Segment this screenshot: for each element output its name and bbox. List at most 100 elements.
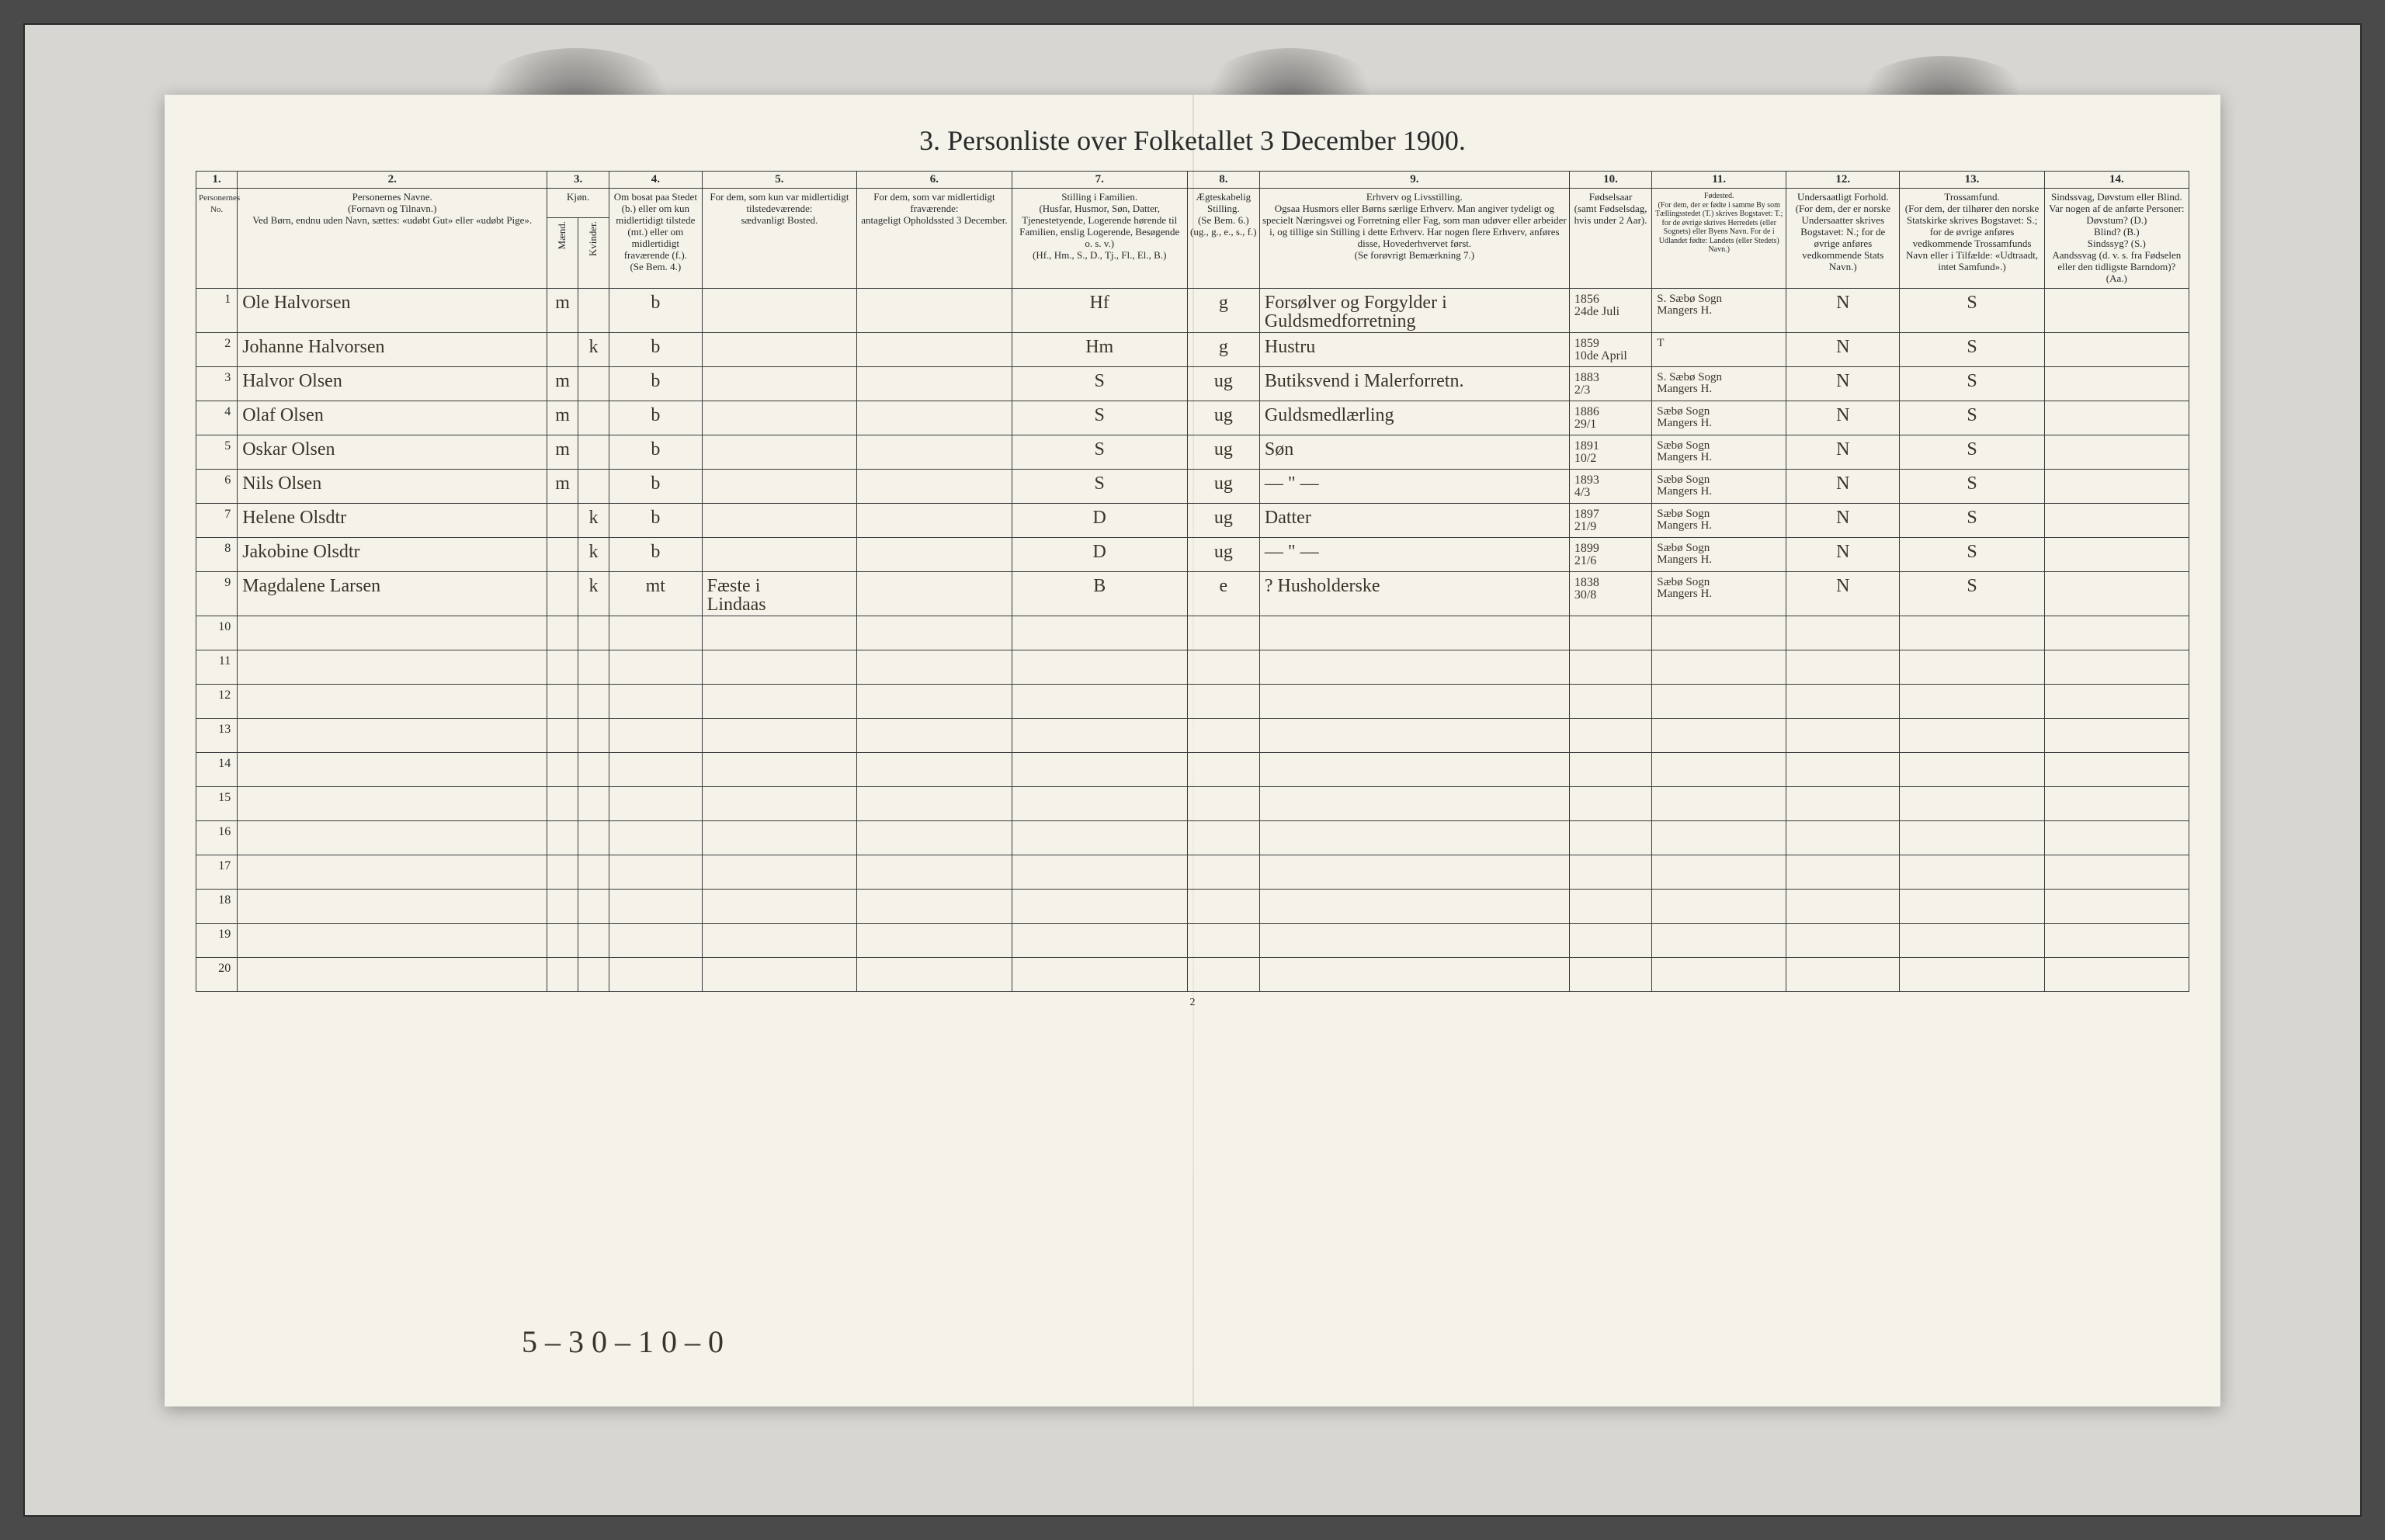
cell-infirmity: [2044, 366, 2189, 401]
row-number: 3: [196, 366, 238, 401]
cell-religion: S: [1900, 288, 2044, 332]
cell-name: Jakobine Olsdtr: [238, 537, 547, 571]
row-number: 18: [196, 889, 238, 923]
hdr-birthplace: Fødested. (For dem, der er fødte i samme…: [1652, 189, 1786, 289]
cell-sex-k: [578, 401, 609, 435]
cell-infirmity: [2044, 332, 2189, 366]
colnum-7: 7.: [1012, 172, 1187, 189]
cell-sex-k: [578, 435, 609, 469]
cell-sex-k: [578, 288, 609, 332]
cell-position: B: [1012, 571, 1187, 616]
cell-position: S: [1012, 435, 1187, 469]
cell-name: Helene Olsdtr: [238, 503, 547, 537]
cell-residence: b: [609, 288, 702, 332]
cell-infirmity: [2044, 469, 2189, 503]
cell-birth: 1838 30/8: [1569, 571, 1651, 616]
cell-residence: b: [609, 537, 702, 571]
cell-marital: g: [1187, 288, 1259, 332]
hdr-birthyear: Fødselsaar (samt Fødselsdag, hvis under …: [1569, 189, 1651, 289]
hdr-absent: For dem, som var midlertidigt fraværende…: [857, 189, 1012, 289]
cell-present: [702, 401, 857, 435]
cell-sex-k: k: [578, 537, 609, 571]
cell-nationality: N: [1786, 332, 1900, 366]
cell-infirmity: [2044, 401, 2189, 435]
cell-marital: ug: [1187, 503, 1259, 537]
cell-absent: [857, 537, 1012, 571]
cell-present: [702, 435, 857, 469]
cell-birthplace: S. Sæbø Sogn Mangers H.: [1652, 366, 1786, 401]
colnum-14: 14.: [2044, 172, 2189, 189]
colnum-12: 12.: [1786, 172, 1900, 189]
cell-birth: 1883 2/3: [1569, 366, 1651, 401]
row-number: 6: [196, 469, 238, 503]
hdr-religion: Trossamfund. (For dem, der tilhører den …: [1900, 189, 2044, 289]
cell-present: [702, 537, 857, 571]
cell-sex-m: m: [547, 401, 578, 435]
cell-nationality: N: [1786, 401, 1900, 435]
cell-absent: [857, 503, 1012, 537]
cell-infirmity: [2044, 435, 2189, 469]
cell-birthplace: S. Sæbø Sogn Mangers H.: [1652, 288, 1786, 332]
hdr-sex: Kjøn.: [547, 189, 609, 218]
row-number: 15: [196, 786, 238, 820]
cell-sex-m: [547, 332, 578, 366]
cell-marital: ug: [1187, 401, 1259, 435]
row-number: 9: [196, 571, 238, 616]
cell-position: S: [1012, 401, 1187, 435]
cell-sex-k: [578, 366, 609, 401]
cell-nationality: N: [1786, 288, 1900, 332]
cell-name: Ole Halvorsen: [238, 288, 547, 332]
cell-sex-m: m: [547, 366, 578, 401]
hdr-present: For dem, som kun var midlertidigt tilste…: [702, 189, 857, 289]
hdr-sex-k: Kvinder.: [578, 217, 609, 288]
hdr-infirmity: Sindssvag, Døvstum eller Blind. Var noge…: [2044, 189, 2189, 289]
cell-residence: b: [609, 401, 702, 435]
cell-absent: [857, 571, 1012, 616]
cell-birth: 1856 24de Juli: [1569, 288, 1651, 332]
cell-birthplace: Sæbø Sogn Mangers H.: [1652, 537, 1786, 571]
census-sheet: 3. Personliste over Folketallet 3 Decemb…: [165, 95, 2220, 1406]
cell-present: [702, 503, 857, 537]
hdr-marital: Ægteskabelig Stilling. (Se Bem. 6.) (ug.…: [1187, 189, 1259, 289]
cell-present: [702, 366, 857, 401]
cell-name: Halvor Olsen: [238, 366, 547, 401]
cell-absent: [857, 332, 1012, 366]
cell-infirmity: [2044, 537, 2189, 571]
colnum-9: 9.: [1259, 172, 1569, 189]
cell-birthplace: T: [1652, 332, 1786, 366]
colnum-4: 4.: [609, 172, 702, 189]
cell-residence: b: [609, 503, 702, 537]
cell-position: D: [1012, 503, 1187, 537]
colnum-6: 6.: [857, 172, 1012, 189]
cell-position: Hf: [1012, 288, 1187, 332]
cell-sex-k: [578, 469, 609, 503]
row-number: 8: [196, 537, 238, 571]
row-number: 4: [196, 401, 238, 435]
cell-position: Hm: [1012, 332, 1187, 366]
cell-religion: S: [1900, 401, 2044, 435]
cell-absent: [857, 401, 1012, 435]
cell-nationality: N: [1786, 503, 1900, 537]
row-number: 7: [196, 503, 238, 537]
hdr-sex-m: Mænd.: [547, 217, 578, 288]
cell-position: S: [1012, 366, 1187, 401]
cell-sex-k: k: [578, 503, 609, 537]
cell-marital: ug: [1187, 469, 1259, 503]
row-number: 19: [196, 923, 238, 957]
colnum-2: 2.: [238, 172, 547, 189]
cell-birth: 1893 4/3: [1569, 469, 1651, 503]
photo-frame: 3. Personliste over Folketallet 3 Decemb…: [23, 23, 2362, 1517]
cell-marital: ug: [1187, 435, 1259, 469]
cell-religion: S: [1900, 469, 2044, 503]
cell-sex-m: m: [547, 469, 578, 503]
row-number: 10: [196, 616, 238, 650]
cell-name: Olaf Olsen: [238, 401, 547, 435]
cell-sex-m: [547, 571, 578, 616]
cell-nationality: N: [1786, 571, 1900, 616]
cell-infirmity: [2044, 571, 2189, 616]
cell-sex-k: k: [578, 571, 609, 616]
cell-infirmity: [2044, 503, 2189, 537]
colnum-3: 3.: [547, 172, 609, 189]
hdr-nationality: Undersaatligt Forhold. (For dem, der er …: [1786, 189, 1900, 289]
cell-birth: 1897 21/9: [1569, 503, 1651, 537]
